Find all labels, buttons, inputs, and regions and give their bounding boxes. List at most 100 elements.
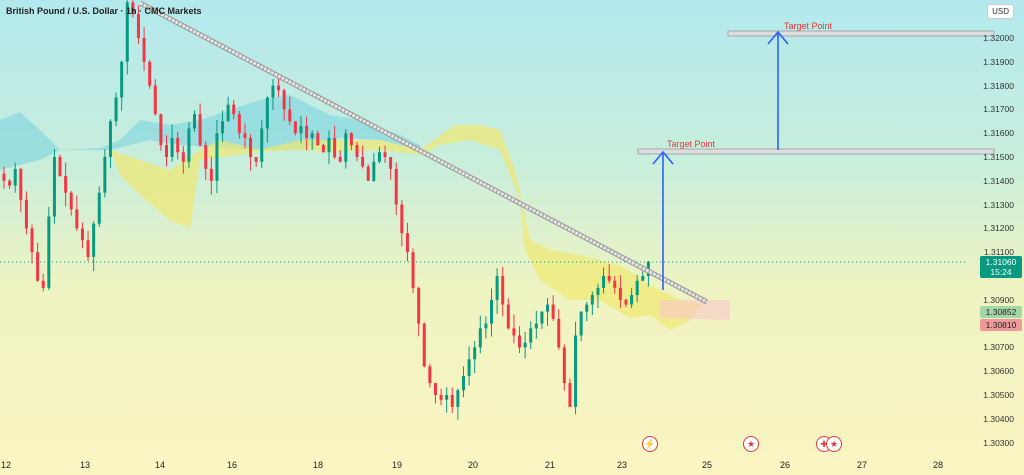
candle xyxy=(131,0,135,18)
price-label: 1.30400 xyxy=(983,413,1014,424)
price-label: 1.31300 xyxy=(983,199,1014,210)
candle xyxy=(288,96,292,126)
price-axis[interactable]: USD 1.32000 1.31900 1.31800 1.31700 1.31600 1… xyxy=(966,0,1024,475)
time-label: 19 xyxy=(391,460,403,470)
candle xyxy=(47,206,51,291)
candle xyxy=(467,346,471,386)
candle xyxy=(422,322,426,368)
candle xyxy=(456,388,460,420)
candle xyxy=(428,363,432,388)
candle xyxy=(445,387,449,413)
time-label: 12 xyxy=(0,460,12,470)
candle xyxy=(344,129,348,169)
candle xyxy=(394,162,398,216)
candle xyxy=(13,162,17,193)
time-label: 26 xyxy=(779,460,791,470)
ichimoku-cloud-bullish xyxy=(0,95,420,170)
target-line-2[interactable] xyxy=(727,30,995,37)
candle xyxy=(327,130,331,165)
time-label: 28 xyxy=(932,460,944,470)
downtrend-line[interactable] xyxy=(138,0,709,305)
candle xyxy=(529,321,533,349)
candle xyxy=(400,199,404,247)
candle xyxy=(103,149,107,198)
candle xyxy=(579,311,583,342)
candle xyxy=(607,264,611,284)
arrow-up-2[interactable] xyxy=(767,30,789,150)
candle xyxy=(64,162,68,207)
candle xyxy=(333,125,337,160)
candle xyxy=(641,271,645,282)
candle xyxy=(377,146,381,164)
candle xyxy=(366,164,370,181)
candle xyxy=(613,275,617,294)
candle xyxy=(30,224,34,264)
price-label: 1.31600 xyxy=(983,128,1014,139)
candle xyxy=(478,315,482,354)
candle xyxy=(153,79,157,116)
candle xyxy=(125,0,129,75)
time-label: 25 xyxy=(701,460,713,470)
candle xyxy=(389,156,393,180)
candle xyxy=(574,321,578,415)
candle xyxy=(523,331,527,359)
candle xyxy=(602,267,606,294)
candle xyxy=(305,116,309,151)
bar-countdown: 15:24 xyxy=(990,267,1012,277)
candle xyxy=(557,309,561,350)
target-point-label-1: Target Point xyxy=(667,139,716,149)
price-label: 1.30900 xyxy=(983,294,1014,305)
time-label: 27 xyxy=(856,460,868,470)
arrow-up-1[interactable] xyxy=(652,150,674,290)
cloud-span-b-tag: 1.30810 xyxy=(980,319,1022,331)
candle xyxy=(293,120,297,136)
candle xyxy=(439,388,443,406)
candle xyxy=(142,27,146,72)
time-label: 18 xyxy=(312,460,324,470)
candle xyxy=(495,268,499,314)
candle xyxy=(120,60,124,111)
candle xyxy=(450,387,454,413)
candle xyxy=(624,298,628,307)
candle xyxy=(506,298,510,330)
candle xyxy=(540,310,544,329)
candle xyxy=(630,288,634,309)
candle xyxy=(136,5,140,44)
cloud-span-a-tag: 1.30852 xyxy=(980,306,1022,318)
time-label: 23 xyxy=(616,460,628,470)
currency-label[interactable]: USD xyxy=(987,4,1014,19)
candle xyxy=(8,179,12,190)
candle xyxy=(159,113,163,151)
candle xyxy=(562,344,566,391)
candle xyxy=(277,77,281,98)
time-label: 20 xyxy=(467,460,479,470)
candle xyxy=(372,152,376,183)
candle xyxy=(635,275,639,303)
candle xyxy=(490,288,493,337)
candle xyxy=(108,119,112,169)
target-line-1[interactable] xyxy=(637,148,995,155)
us-flag-icon[interactable]: ★ xyxy=(743,436,759,452)
candle xyxy=(86,230,90,261)
candle xyxy=(215,119,219,194)
candle xyxy=(198,103,202,147)
candle xyxy=(282,88,286,121)
candle xyxy=(209,156,213,195)
candle xyxy=(97,186,101,227)
us-flag-icon[interactable]: ★ xyxy=(826,436,842,452)
candle xyxy=(249,134,253,171)
flash-news-icon[interactable]: ⚡ xyxy=(642,436,658,452)
candle xyxy=(170,124,174,162)
price-label: 1.31700 xyxy=(983,104,1014,115)
candle xyxy=(411,248,415,294)
price-label: 1.32000 xyxy=(983,33,1014,43)
time-label: 14 xyxy=(154,460,166,470)
time-label: 21 xyxy=(544,460,556,470)
price-label: 1.31500 xyxy=(983,152,1014,162)
candle xyxy=(534,310,538,339)
time-label: 16 xyxy=(226,460,238,470)
candle xyxy=(19,167,23,213)
candle xyxy=(165,135,168,167)
candle xyxy=(321,143,325,153)
